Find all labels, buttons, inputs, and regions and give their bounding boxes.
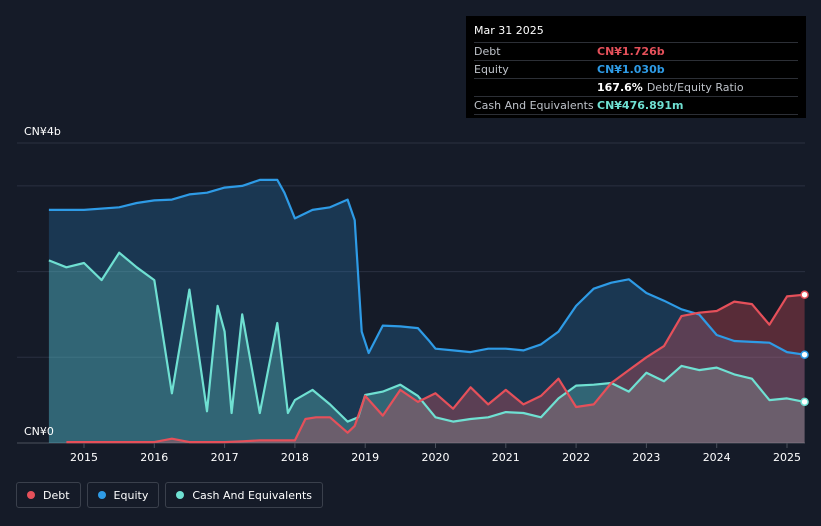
series-end-markers (800, 290, 809, 407)
legend-item-equity[interactable]: Equity (86, 482, 160, 508)
tooltip-label (474, 80, 597, 96)
x-axis-ticks: 2015 2016 2017 2018 2019 2020 2021 2022 2023 2024… (70, 443, 801, 464)
end-marker (800, 350, 809, 359)
legend-dot-icon (27, 491, 35, 499)
x-tick-label: 2015 (70, 451, 98, 464)
area-equity (48, 179, 805, 443)
tooltip-row-cash: Cash And Equivalents CN¥476.891m (474, 97, 798, 115)
x-tick-label: 2025 (773, 451, 801, 464)
x-tick-label: 2020 (422, 451, 450, 464)
x-tick-label: 2016 (140, 451, 168, 464)
tooltip-value: CN¥1.726b (597, 45, 665, 58)
legend-item-debt[interactable]: Debt (16, 482, 81, 508)
x-tick-label: 2021 (492, 451, 520, 464)
tooltip-label: Debt (474, 45, 501, 58)
line-equity (48, 178, 805, 356)
y-axis-bottom-label: CN¥0 (24, 425, 54, 438)
end-marker (800, 397, 809, 407)
x-tick-label: 2022 (562, 451, 590, 464)
data-tooltip: Mar 31 2025 Debt CN¥1.726b Equity CN¥1.0… (466, 16, 806, 118)
tooltip-value: CN¥1.030b (597, 63, 665, 76)
legend-label: Cash And Equivalents (192, 488, 312, 502)
tooltip-value: CN¥476.891m (597, 99, 684, 112)
x-tick-label: 2024 (703, 451, 731, 464)
legend-dot-icon (97, 491, 106, 499)
tooltip-value: 167.6% (597, 81, 643, 94)
legend-item-cash[interactable]: Cash And Equivalents (165, 482, 323, 508)
x-tick-label: 2019 (351, 451, 379, 464)
chart-legend: Debt Equity Cash And Equivalents (16, 482, 323, 508)
tooltip-label: Cash And Equivalents (474, 99, 594, 112)
series-areas (48, 179, 805, 443)
tooltip-row-debt: Debt CN¥1.726b (474, 43, 798, 61)
tooltip-suffix: Debt/Equity Ratio (646, 81, 744, 94)
end-marker (800, 290, 809, 299)
series-lines (48, 178, 805, 444)
x-tick-label: 2018 (281, 451, 309, 464)
x-tick-label: 2017 (211, 451, 239, 464)
area-debt (66, 294, 805, 443)
grid-lines (17, 142, 805, 444)
line-cash-and-equivalents (48, 251, 805, 423)
legend-dot-icon (176, 491, 185, 499)
line-debt (66, 293, 805, 444)
tooltip-row-ratio: 167.6% Debt/Equity Ratio (474, 79, 798, 97)
tooltip-row-equity: Equity CN¥1.030b (474, 61, 798, 79)
tooltip-label: Equity (474, 63, 509, 76)
legend-label: Equity (113, 488, 149, 502)
area-cash-and-equivalents (48, 252, 805, 443)
tooltip-date: Mar 31 2025 (474, 22, 798, 43)
legend-label: Debt (43, 488, 70, 502)
y-axis-top-label: CN¥4b (24, 125, 61, 138)
x-tick-label: 2023 (632, 451, 660, 464)
